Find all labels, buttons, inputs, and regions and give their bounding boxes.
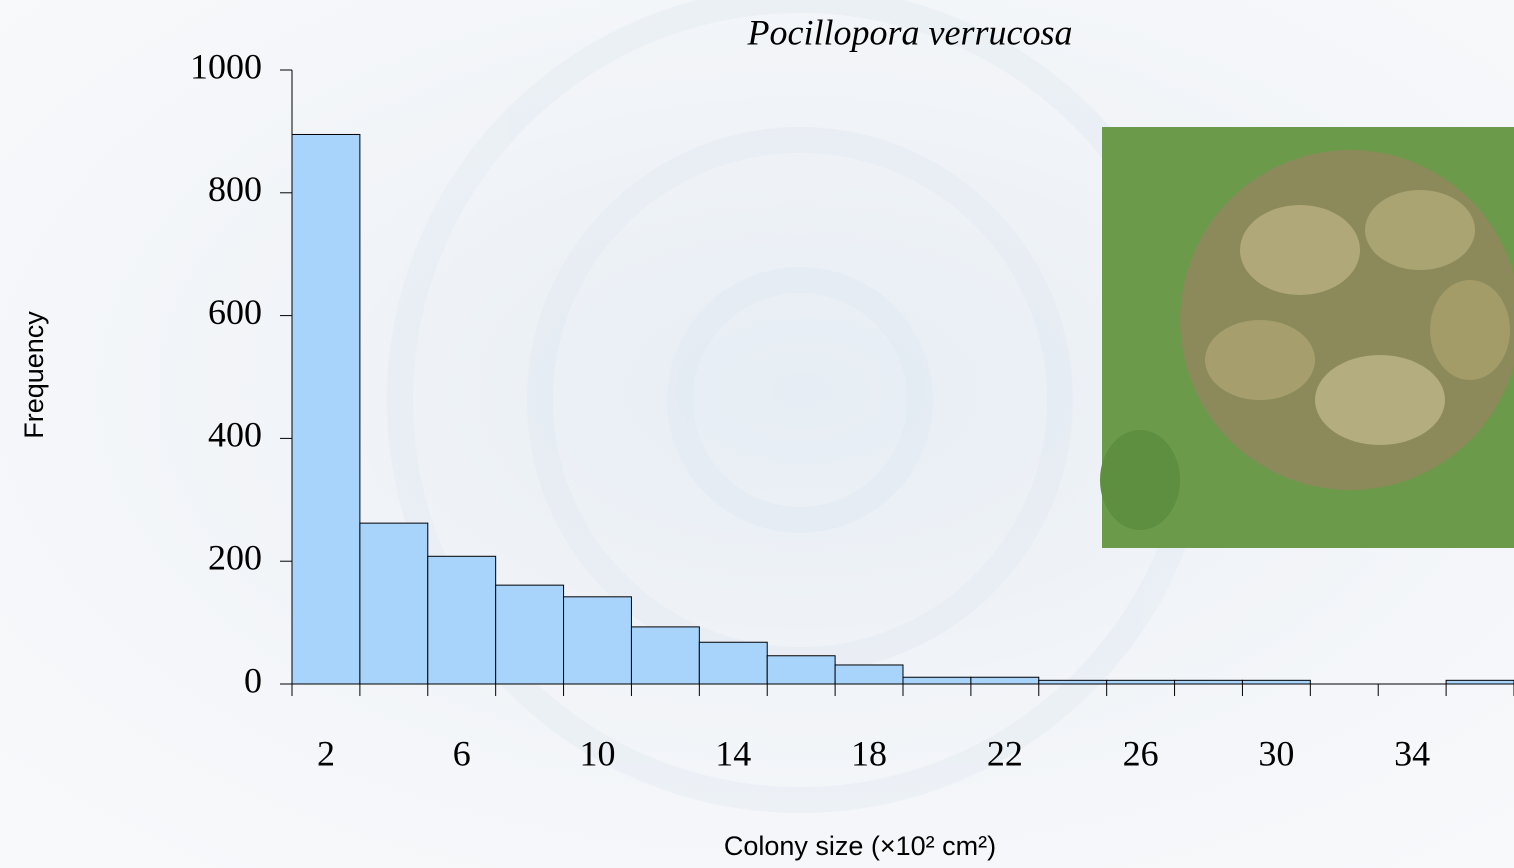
x-tick-label: 18 xyxy=(851,733,887,773)
x-tick-label: 14 xyxy=(715,733,751,773)
bar xyxy=(1106,679,1176,685)
y-tick-label: 200 xyxy=(208,537,262,577)
bar xyxy=(1038,679,1108,685)
x-tick-label: 22 xyxy=(987,733,1023,773)
y-tick-label: 400 xyxy=(208,415,262,455)
x-tick-label: 6 xyxy=(453,733,471,773)
bar xyxy=(291,133,361,685)
bar xyxy=(698,641,768,685)
bar xyxy=(902,676,972,685)
x-tick-label: 2 xyxy=(317,733,335,773)
bar xyxy=(427,555,497,685)
bar xyxy=(834,664,904,685)
x-tick-label: 26 xyxy=(1123,733,1159,773)
chart-title: Pocillopora verrucosa xyxy=(747,12,1073,52)
bar xyxy=(630,626,700,685)
bar xyxy=(1174,679,1243,685)
x-tick-label: 30 xyxy=(1258,733,1294,773)
x-axis-label: Colony size (×10² cm²) xyxy=(724,831,996,861)
y-tick-label: 600 xyxy=(208,292,262,332)
bar xyxy=(359,522,429,685)
y-tick-label: 800 xyxy=(208,169,262,209)
x-tick-label: 10 xyxy=(580,733,616,773)
bar xyxy=(563,596,632,685)
bar xyxy=(1445,679,1514,685)
x-tick-label: 34 xyxy=(1394,733,1430,773)
y-tick-label: 0 xyxy=(244,660,262,700)
y-axis-label: Frequency xyxy=(19,311,49,439)
y-tick-label: 1000 xyxy=(190,46,262,86)
bar xyxy=(495,584,565,685)
bar xyxy=(970,676,1040,685)
coral-photo xyxy=(1100,127,1514,548)
bar xyxy=(766,655,836,685)
bar xyxy=(1241,679,1311,685)
